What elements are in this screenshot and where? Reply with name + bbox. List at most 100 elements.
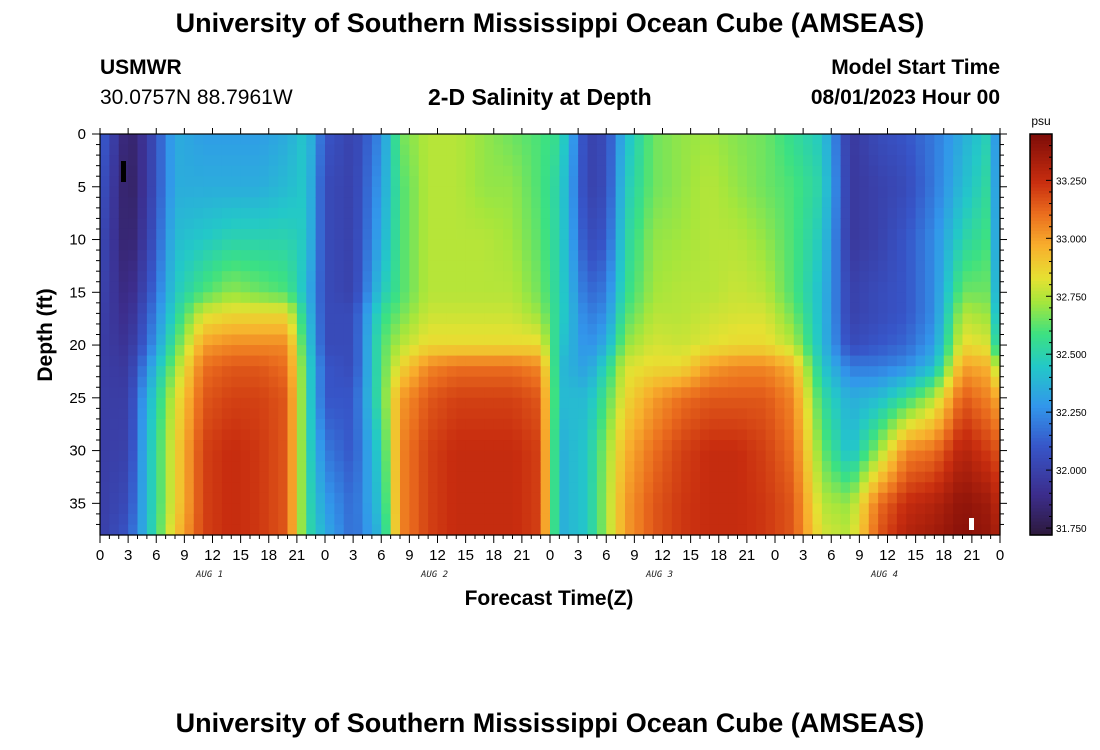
heatmap-cell [484, 134, 495, 146]
colorbar-segment [1030, 531, 1052, 536]
heatmap-cell [625, 155, 635, 167]
heatmap-cell [212, 186, 223, 198]
heatmap-cell [840, 366, 851, 378]
heatmap-cell [343, 197, 354, 209]
heatmap-cell [334, 376, 345, 388]
heatmap-cell [418, 334, 429, 346]
heatmap-cell [521, 408, 532, 420]
heatmap-cell [184, 292, 195, 304]
heatmap-cell [559, 271, 570, 283]
heatmap-cell [165, 313, 176, 325]
heatmap-cell [653, 408, 664, 420]
heatmap-cell [784, 313, 795, 325]
heatmap-cell [943, 376, 954, 388]
heatmap-cell [859, 355, 870, 367]
heatmap-cell [915, 461, 926, 473]
heatmap-cell [821, 134, 832, 146]
heatmap-cell [306, 197, 317, 209]
heatmap-cell [400, 281, 410, 293]
heatmap-cell [315, 281, 326, 293]
heatmap-cell [587, 461, 598, 473]
heatmap-cell [325, 218, 335, 230]
heatmap-cell [118, 197, 129, 209]
heatmap-cell [465, 366, 476, 378]
heatmap-cell [896, 418, 907, 431]
heatmap-cell [193, 144, 204, 156]
heatmap-cell [334, 366, 345, 378]
heatmap-cell [709, 482, 720, 494]
heatmap-cell [296, 503, 307, 515]
heatmap-cell [634, 429, 645, 441]
colorbar-tick-label: 32.000 [1056, 466, 1087, 477]
heatmap-cell [812, 524, 823, 536]
heatmap-cell [493, 503, 504, 515]
heatmap-cell [793, 313, 804, 325]
heatmap-cell [953, 376, 964, 388]
heatmap-cell [371, 281, 382, 293]
heatmap-cell [625, 397, 635, 409]
heatmap-cell [868, 366, 879, 378]
heatmap-cell [203, 387, 214, 399]
heatmap-cell [484, 250, 495, 262]
heatmap-cell [484, 144, 495, 156]
heatmap-cell [109, 418, 120, 431]
heatmap-cell [812, 461, 823, 473]
heatmap-cell [512, 524, 523, 536]
heatmap-cell [746, 503, 757, 515]
heatmap-cell [606, 271, 617, 283]
heatmap-cell [296, 366, 307, 378]
heatmap-cell [203, 207, 214, 220]
heatmap-cell [756, 387, 767, 399]
heatmap-cell [259, 397, 270, 409]
heatmap-cell [400, 155, 410, 167]
heatmap-cell [831, 513, 842, 526]
heatmap-cell [231, 334, 242, 346]
colorbar-segment [1030, 344, 1052, 349]
heatmap-cell [268, 418, 279, 431]
heatmap-cell [587, 366, 598, 378]
heatmap-cell [231, 281, 242, 293]
x-tick-label: 18 [485, 547, 502, 564]
heatmap-cell [850, 355, 860, 367]
heatmap-cell [484, 165, 495, 177]
heatmap-cell [596, 345, 607, 357]
heatmap-cell [925, 418, 935, 431]
heatmap-cell [981, 292, 992, 304]
heatmap-cell [943, 345, 954, 357]
colorbar-segment [1030, 394, 1052, 399]
colorbar-segment [1030, 498, 1052, 503]
heatmap-cell [925, 165, 935, 177]
heatmap-cell [475, 239, 485, 251]
heatmap-cell [493, 302, 504, 314]
heatmap-cell [662, 418, 673, 431]
heatmap-cell [259, 503, 270, 515]
heatmap-cell [943, 429, 954, 441]
heatmap-cell [240, 271, 251, 283]
heatmap-cell [465, 271, 476, 283]
heatmap-cell [259, 408, 270, 420]
heatmap-cell [775, 387, 785, 399]
heatmap-cell [521, 471, 532, 483]
heatmap-cell [484, 492, 495, 504]
heatmap-cell [765, 197, 776, 209]
heatmap-cell [793, 176, 804, 188]
heatmap-cell [559, 292, 570, 304]
heatmap-cell [531, 207, 542, 220]
heatmap-cell [550, 271, 560, 283]
heatmap-cell [296, 228, 307, 241]
heatmap-cell [259, 302, 270, 314]
heatmap-cell [325, 144, 335, 156]
heatmap-cell [193, 313, 204, 325]
heatmap-cell [568, 471, 579, 483]
heatmap-cell [118, 450, 129, 462]
y-axis-label: Depth (ft) [34, 288, 57, 381]
heatmap-cell [615, 134, 626, 146]
heatmap-cell [400, 376, 410, 388]
heatmap-cell [840, 461, 851, 473]
heatmap-cell [615, 334, 626, 346]
heatmap-cell [803, 323, 814, 336]
heatmap-cell [812, 323, 823, 336]
heatmap-cell [353, 513, 364, 526]
heatmap-cell [521, 450, 532, 462]
heatmap-cell [690, 228, 701, 241]
